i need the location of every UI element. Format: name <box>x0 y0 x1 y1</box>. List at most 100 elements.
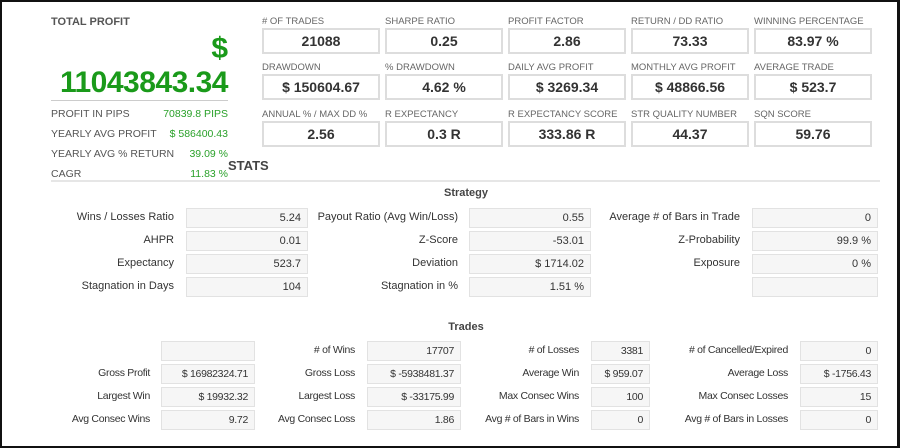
metric-label: PROFIT FACTOR <box>508 16 584 27</box>
trades-label: Avg # of Bars in Wins <box>485 413 579 425</box>
trades-value: 0 <box>800 341 878 361</box>
strategy-value: 0 % <box>752 254 878 274</box>
metric-value-box: 44.37 <box>631 121 749 147</box>
strategy-label: Z-Probability <box>678 234 740 246</box>
trades-label: Gross Loss <box>304 367 355 379</box>
strategy-heading: Strategy <box>443 187 489 199</box>
strategy-value <box>752 277 878 297</box>
summary-value: 39.09 % <box>189 148 228 160</box>
summary-row: YEARLY AVG % RETURN 39.09 % <box>51 148 228 160</box>
strategy-label: Wins / Losses Ratio <box>76 211 174 223</box>
divider <box>51 100 228 101</box>
strategy-label: Expectancy <box>117 257 174 269</box>
metric-label: SQN SCORE <box>754 109 812 120</box>
trades-label: Average Loss <box>727 367 789 379</box>
metric-label: STR QUALITY NUMBER <box>631 109 737 120</box>
metric-label: R EXPECTANCY SCORE <box>508 109 618 120</box>
strategy-value: 99.9 % <box>752 231 878 251</box>
metric-label: WINNING PERCENTAGE <box>754 16 864 27</box>
trades-value: 17707 <box>367 341 461 361</box>
summary-label: YEARLY AVG PROFIT <box>51 128 157 140</box>
metric-value-box: 59.76 <box>754 121 872 147</box>
summary-label: PROFIT IN PIPS <box>51 108 130 120</box>
strategy-value: 104 <box>186 277 308 297</box>
trades-value: 9.72 <box>161 410 255 430</box>
metric-value-box: $ 523.7 <box>754 74 872 100</box>
summary-label: CAGR <box>51 168 82 180</box>
metric-label: % DRAWDOWN <box>385 62 455 73</box>
strategy-value: 0.01 <box>186 231 308 251</box>
summary-label: YEARLY AVG % RETURN <box>51 148 175 160</box>
metric-label: R EXPECTANCY <box>385 109 459 120</box>
strategy-label: Payout Ratio (Avg Win/Loss) <box>317 211 458 223</box>
divider <box>51 180 880 182</box>
trades-value: $ 16982324.71 <box>161 364 255 384</box>
summary-value: 70839.8 PIPS <box>163 108 228 120</box>
strategy-value: 523.7 <box>186 254 308 274</box>
metric-label: DRAWDOWN <box>262 62 321 73</box>
strategy-label: Exposure <box>693 257 740 269</box>
metric-label: ANNUAL % / MAX DD % <box>262 109 368 120</box>
trades-value: 15 <box>800 387 878 407</box>
strategy-value: 0 <box>752 208 878 228</box>
strategy-label: Deviation <box>412 257 458 269</box>
trades-label: Max Consec Wins <box>498 390 579 402</box>
strategy-label: Z-Score <box>418 234 458 246</box>
trades-value: $ 19932.32 <box>161 387 255 407</box>
strategy-value: 5.24 <box>186 208 308 228</box>
total-profit-value: 11043843.34 <box>59 66 229 99</box>
trades-value: 100 <box>591 387 650 407</box>
metric-label: MONTHLY AVG PROFIT <box>631 62 736 73</box>
metric-label: # OF TRADES <box>262 16 325 27</box>
trades-label: Avg Consec Loss <box>277 413 355 425</box>
strategy-value: 0.55 <box>469 208 591 228</box>
strategy-value: 1.51 % <box>469 277 591 297</box>
strategy-value: -53.01 <box>469 231 591 251</box>
metric-label: SHARPE RATIO <box>385 16 456 27</box>
metric-value-box: 83.97 % <box>754 28 872 54</box>
trades-value: 0 <box>800 410 878 430</box>
trades-label: # of Losses <box>528 344 580 356</box>
metric-value-box: $ 3269.34 <box>508 74 626 100</box>
trades-value: 3381 <box>591 341 650 361</box>
trades-label: Average Win <box>522 367 579 379</box>
trades-value: $ 959.07 <box>591 364 650 384</box>
currency-symbol: $ <box>211 32 228 65</box>
metric-value-box: 0.25 <box>385 28 503 54</box>
summary-row: PROFIT IN PIPS 70839.8 PIPS <box>51 108 228 120</box>
metric-value-box: 333.86 R <box>508 121 626 147</box>
metric-value-box: 2.56 <box>262 121 380 147</box>
strategy-label: Average # of Bars in Trade <box>609 211 740 223</box>
trades-label: Gross Profit <box>98 367 150 379</box>
trades-label: # of Wins <box>313 344 355 356</box>
metric-value-box: 2.86 <box>508 28 626 54</box>
summary-value: $ 586400.43 <box>169 128 228 140</box>
trades-value <box>161 341 255 361</box>
metric-value-box: 4.62 % <box>385 74 503 100</box>
strategy-value: $ 1714.02 <box>469 254 591 274</box>
metric-value-box: $ 48866.56 <box>631 74 749 100</box>
summary-value: 11.83 % <box>190 168 228 180</box>
trades-label: Max Consec Losses <box>698 390 789 402</box>
trades-value: 1.86 <box>367 410 461 430</box>
trades-value: 0 <box>591 410 650 430</box>
summary-row: CAGR 11.83 % <box>51 168 228 180</box>
trades-heading: Trades <box>448 321 484 333</box>
trades-label: Avg # of Bars in Losses <box>684 413 789 425</box>
trades-label: Largest Win <box>97 390 150 402</box>
metric-label: RETURN / DD RATIO <box>631 16 724 27</box>
stats-heading: STATS <box>228 158 269 173</box>
metric-value-box: 21088 <box>262 28 380 54</box>
trades-value: $ -5938481.37 <box>367 364 461 384</box>
metric-value-box: $ 150604.67 <box>262 74 380 100</box>
trades-label: Avg Consec Wins <box>71 413 150 425</box>
metric-label: AVERAGE TRADE <box>754 62 834 73</box>
strategy-label: AHPR <box>143 234 174 246</box>
metric-value-box: 73.33 <box>631 28 749 54</box>
summary-row: YEARLY AVG PROFIT $ 586400.43 <box>51 128 228 140</box>
total-profit-title: TOTAL PROFIT <box>51 16 130 28</box>
strategy-label: Stagnation in % <box>380 280 458 292</box>
trades-label: # of Cancelled/Expired <box>688 344 788 356</box>
metric-value-box: 0.3 R <box>385 121 503 147</box>
